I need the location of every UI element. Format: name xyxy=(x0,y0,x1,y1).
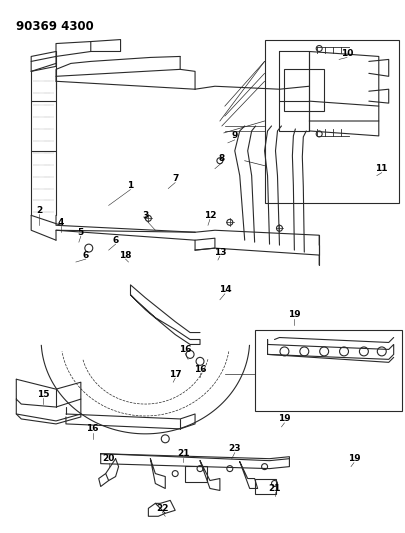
Text: 90369 4300: 90369 4300 xyxy=(16,20,94,33)
Text: 18: 18 xyxy=(119,251,132,260)
Text: 19: 19 xyxy=(277,415,290,423)
Text: 2: 2 xyxy=(36,206,42,215)
Text: 4: 4 xyxy=(58,218,64,227)
Bar xyxy=(185,466,207,481)
Text: 19: 19 xyxy=(347,454,359,463)
Text: 16: 16 xyxy=(193,365,206,374)
Text: 6: 6 xyxy=(112,236,118,245)
Text: 6: 6 xyxy=(83,251,89,260)
Bar xyxy=(264,39,398,204)
Text: 14: 14 xyxy=(218,285,230,294)
Text: 12: 12 xyxy=(203,211,216,220)
Bar xyxy=(254,329,401,411)
Text: 15: 15 xyxy=(37,390,49,399)
Text: 22: 22 xyxy=(156,504,168,513)
Text: 21: 21 xyxy=(177,449,189,458)
Text: 17: 17 xyxy=(168,370,181,379)
Text: 5: 5 xyxy=(77,228,84,237)
Bar xyxy=(254,479,276,495)
Text: 10: 10 xyxy=(340,49,352,58)
Text: 13: 13 xyxy=(213,248,226,256)
Text: 19: 19 xyxy=(288,310,300,319)
Text: 16: 16 xyxy=(179,345,191,354)
Text: 23: 23 xyxy=(228,444,241,453)
Text: 11: 11 xyxy=(375,164,387,173)
Text: 7: 7 xyxy=(172,174,178,183)
Text: 3: 3 xyxy=(142,211,148,220)
Text: 20: 20 xyxy=(102,454,115,463)
Text: 21: 21 xyxy=(268,484,280,493)
Text: 9: 9 xyxy=(231,132,237,140)
Bar xyxy=(284,69,323,111)
Text: 16: 16 xyxy=(86,424,99,433)
Text: 8: 8 xyxy=(218,154,224,163)
Text: 1: 1 xyxy=(127,181,133,190)
